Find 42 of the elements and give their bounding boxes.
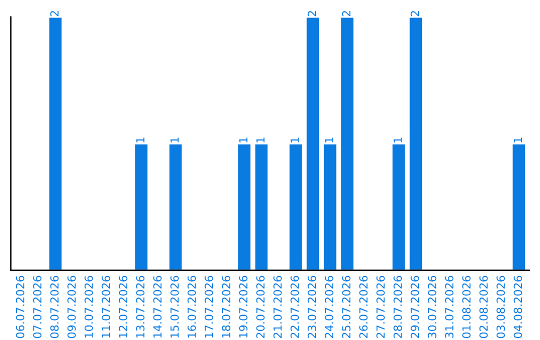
data-label: 1 xyxy=(136,138,144,142)
data-label: 1 xyxy=(394,138,402,142)
x-tick-label: 22.07.2026 xyxy=(290,276,299,338)
data-label: 2 xyxy=(308,11,316,16)
data-label: 2 xyxy=(410,11,419,16)
x-tick-label: 17.07.2026 xyxy=(204,276,214,338)
x-tick-label: 11.07.2026 xyxy=(102,276,110,338)
data-label: 1 xyxy=(170,138,179,142)
x-tick-label: 14.07.2026 xyxy=(153,276,162,338)
data-label: 1 xyxy=(239,138,248,142)
x-tick-label: 06.07.2026 xyxy=(16,276,24,338)
data-label: 1 xyxy=(256,138,264,142)
x-tick-label: 23.07.2026 xyxy=(308,276,316,338)
x-tick-label: 30.07.2026 xyxy=(428,276,436,338)
x-tick-label: 18.07.2026 xyxy=(222,276,230,338)
data-label: 1 xyxy=(290,138,299,142)
x-tick-label: 08.07.2026 xyxy=(50,276,59,338)
x-tick-label: 09.07.2026 xyxy=(67,276,76,338)
x-tick-label: 25.07.2026 xyxy=(342,276,350,338)
data-label: 1 xyxy=(325,138,334,142)
x-tick-label: 24.07.2026 xyxy=(324,276,334,338)
data-label: 2 xyxy=(50,11,58,16)
x-tick-label: 27.07.2026 xyxy=(376,276,385,338)
x-tick-label: 31.07.2026 xyxy=(445,276,454,338)
x-tick-label: 07.07.2026 xyxy=(33,276,42,338)
x-tick-label: 12.07.2026 xyxy=(118,276,128,338)
x-tick-label: 29.07.2026 xyxy=(410,276,420,338)
x-tick-label: 20.07.2026 xyxy=(256,276,265,338)
x-tick-label: 26.07.2026 xyxy=(359,276,368,338)
x-tick-label: 03.08.2026 xyxy=(496,276,505,338)
x-tick-label: 10.07.2026 xyxy=(84,276,93,338)
x-tick-label: 28.07.2026 xyxy=(394,276,402,338)
x-tick-label: 01.08.2026 xyxy=(462,276,471,338)
x-tick-label: 04.08.2026 xyxy=(514,276,522,338)
x-tick-label: 21.07.2026 xyxy=(273,276,282,338)
x-tick-label: 16.07.2026 xyxy=(188,276,196,338)
data-label: 2 xyxy=(342,11,350,16)
x-tick-label: 15.07.2026 xyxy=(170,276,179,338)
x-tick-label: 13.07.2026 xyxy=(136,276,144,338)
x-tick-label: 02.08.2026 xyxy=(479,276,488,338)
data-label: 1 xyxy=(514,138,522,142)
x-tick-label: 19.07.2026 xyxy=(239,276,248,338)
